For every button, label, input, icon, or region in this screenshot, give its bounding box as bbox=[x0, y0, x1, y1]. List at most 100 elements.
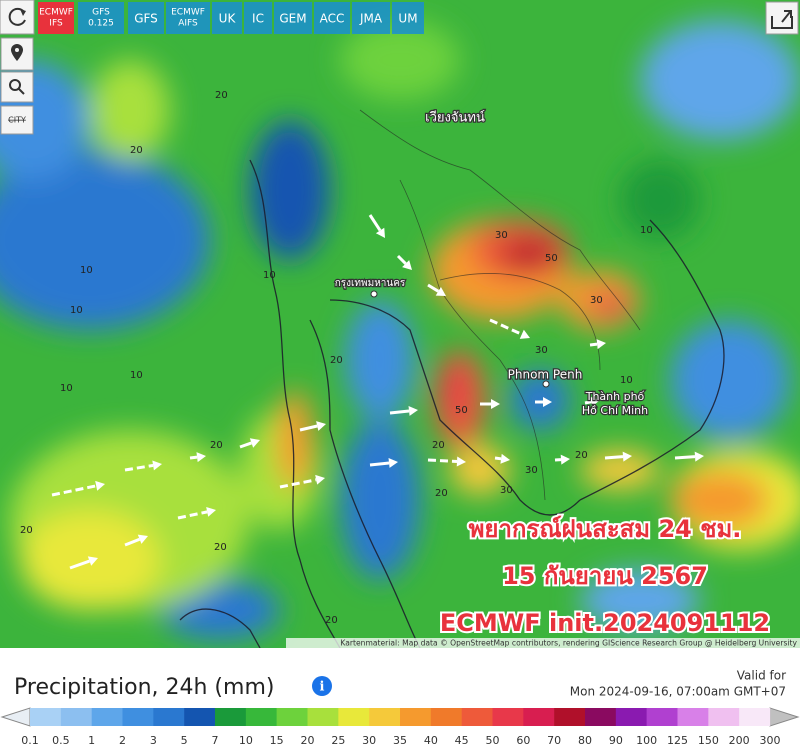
wind-arrow-shaft bbox=[494, 456, 502, 461]
wind-arrow-shaft bbox=[589, 342, 598, 347]
forecast-caption: ECMWF init.2024091112 bbox=[440, 609, 770, 637]
colorbar-swatch bbox=[91, 708, 123, 726]
model-button[interactable] bbox=[38, 2, 74, 34]
wind-arrow-shaft bbox=[369, 461, 390, 467]
model-button[interactable] bbox=[244, 2, 272, 34]
model-button[interactable] bbox=[352, 2, 390, 34]
share-icon bbox=[771, 10, 793, 29]
place-label: กรุงเทพมหานคร bbox=[335, 278, 406, 289]
precip-area bbox=[443, 360, 467, 420]
wind-arrow-head bbox=[408, 405, 418, 416]
model-button[interactable] bbox=[166, 2, 210, 34]
wind-arrow-head bbox=[500, 453, 510, 464]
model-label: IFS bbox=[49, 19, 63, 29]
border bbox=[359, 109, 641, 501]
valid-label: Valid for bbox=[737, 669, 786, 683]
wind-arrow-head bbox=[560, 454, 570, 465]
wind-arrow-head bbox=[622, 451, 632, 462]
colorbar-tick: 15 bbox=[270, 734, 284, 747]
model-label: GEM bbox=[279, 12, 306, 26]
locate-dot bbox=[15, 48, 19, 52]
contour-label: 50 bbox=[545, 253, 558, 264]
city-dot bbox=[542, 380, 550, 388]
contour-label: 20 bbox=[20, 525, 33, 536]
wind-arrow-head bbox=[388, 457, 398, 468]
colorbar-tick: 0.1 bbox=[21, 734, 39, 747]
colorbar-swatch bbox=[184, 708, 216, 726]
colorbar-swatch bbox=[400, 708, 432, 726]
precip-area bbox=[510, 370, 570, 430]
model-button[interactable] bbox=[314, 2, 350, 34]
model-button[interactable] bbox=[392, 2, 424, 34]
model-button[interactable] bbox=[274, 2, 312, 34]
wind-arrow-head bbox=[519, 329, 530, 339]
contour-label: 20 bbox=[210, 440, 223, 451]
model-button[interactable] bbox=[128, 2, 164, 34]
city-label: CITY bbox=[8, 116, 26, 125]
colorbar-swatch bbox=[615, 708, 647, 726]
model-label: ECMWF bbox=[39, 8, 73, 18]
precip-area bbox=[340, 420, 420, 580]
colorbar-swatch bbox=[122, 708, 154, 726]
zoom-button[interactable] bbox=[0, 71, 34, 103]
colorbar-swatch bbox=[585, 708, 617, 726]
map[interactable]: 20 20 10 10 10 20 10 20 30 50 30 30 10 50 20 20 30 20 20 20… bbox=[0, 0, 800, 648]
refresh-button[interactable] bbox=[0, 0, 35, 35]
wind-arrow-shaft bbox=[584, 400, 592, 405]
model-button[interactable] bbox=[212, 2, 242, 34]
wind-arrow-head bbox=[87, 556, 98, 566]
city-button[interactable] bbox=[0, 105, 34, 135]
precip-area bbox=[345, 300, 415, 420]
info-button[interactable] bbox=[312, 676, 332, 696]
wind-arrow-head bbox=[95, 480, 105, 491]
contour-label: 10 bbox=[60, 383, 73, 394]
colorbar-swatch bbox=[30, 708, 62, 726]
contour-label: 30 bbox=[495, 230, 508, 241]
precip-area bbox=[90, 60, 170, 160]
colorbar-swatch bbox=[677, 708, 709, 726]
model-label: AIFS bbox=[178, 19, 198, 29]
colorbar-swatch bbox=[276, 708, 308, 726]
wind-arrow-head bbox=[315, 474, 325, 485]
wind-arrow-head bbox=[590, 396, 600, 407]
wind-arrow-head bbox=[249, 438, 260, 448]
colorbar-tick: 2 bbox=[119, 734, 126, 747]
place-label: Phnom Penh bbox=[508, 368, 583, 382]
colorbar-swatch bbox=[646, 708, 678, 726]
coastline bbox=[179, 159, 725, 648]
colorbar-swatch bbox=[245, 708, 277, 726]
place-label: เวียงจันทน์ bbox=[425, 110, 485, 126]
wind-arrow-head bbox=[694, 451, 704, 462]
share-button[interactable] bbox=[765, 1, 799, 35]
wind-arrow-head bbox=[316, 421, 326, 431]
refresh-icon bbox=[8, 7, 26, 26]
wind-arrow-shaft bbox=[299, 424, 318, 432]
forecast-caption: พยากรณ์ฝนสะสม 24 ชม. bbox=[469, 515, 742, 543]
info-icon: i bbox=[320, 680, 325, 695]
model-button[interactable] bbox=[78, 2, 124, 34]
colorbar-tick: 25 bbox=[331, 734, 345, 747]
model-label: UK bbox=[219, 12, 237, 26]
colorbar-swatch bbox=[554, 708, 586, 726]
colorbar-swatch bbox=[307, 708, 339, 726]
model-label: ACC bbox=[320, 12, 345, 26]
colorbar-tick: 100 bbox=[636, 734, 657, 747]
wind-arrow-shaft bbox=[239, 441, 253, 449]
wind-arrow-shaft bbox=[177, 510, 208, 520]
refresh-arrow bbox=[20, 9, 26, 16]
forecast-caption: 15 กันยายน 2567 bbox=[502, 562, 708, 590]
precip-area bbox=[640, 20, 800, 140]
contour-label: 20 bbox=[435, 488, 448, 499]
locate-icon bbox=[11, 44, 23, 61]
wind-arrow-head bbox=[435, 287, 446, 296]
contour-label: 20 bbox=[325, 615, 338, 626]
precip-area bbox=[0, 150, 210, 330]
precip-area bbox=[277, 390, 313, 490]
contour-label: 50 bbox=[455, 405, 468, 416]
precip-area bbox=[670, 320, 790, 440]
colorbar-swatch bbox=[153, 708, 185, 726]
precip-area bbox=[500, 241, 560, 269]
colorbar-swatch bbox=[60, 708, 92, 726]
colorbar-tick: 70 bbox=[547, 734, 561, 747]
wind-arrow-head bbox=[543, 397, 552, 407]
